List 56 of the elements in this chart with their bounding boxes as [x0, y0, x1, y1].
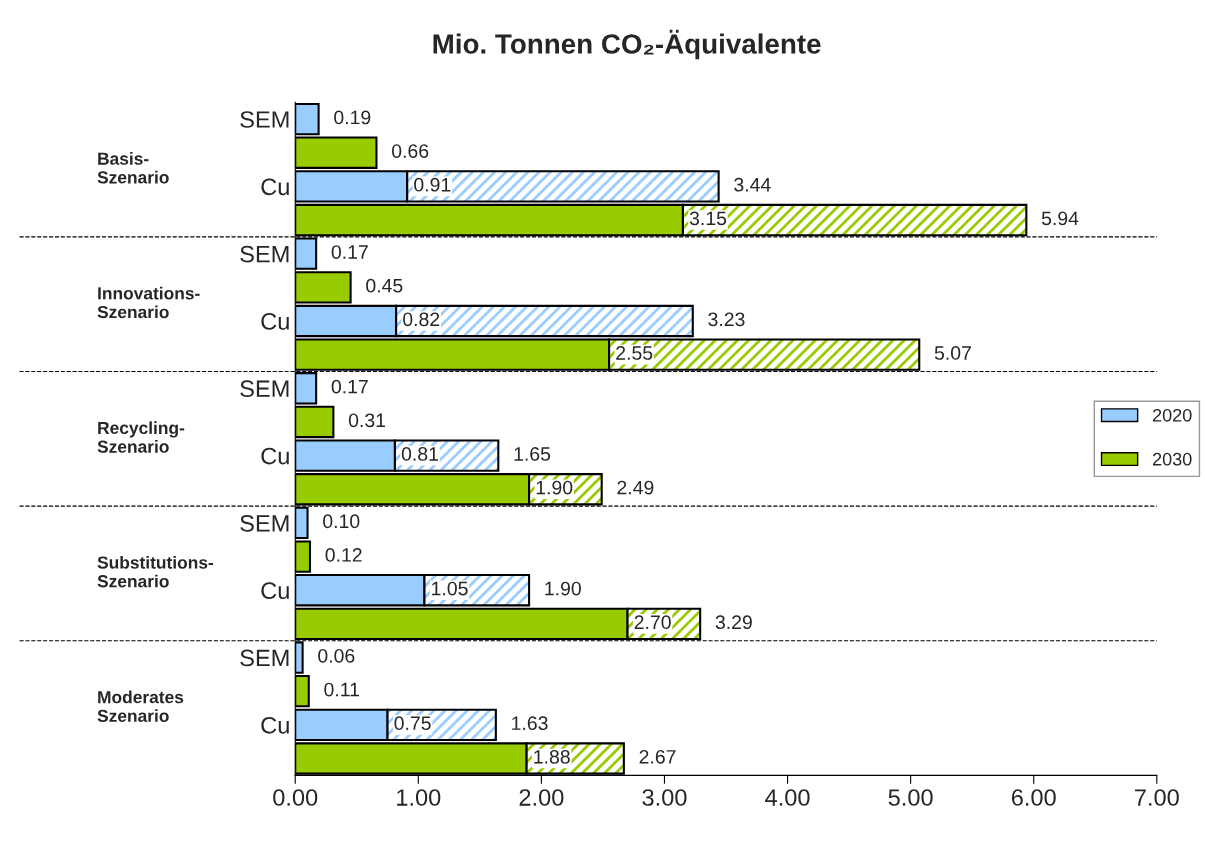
- y-tick-label: SEM: [240, 245, 289, 263]
- data-label: 3.15: [689, 211, 727, 226]
- x-tick-label: 0.00: [273, 789, 318, 806]
- x-tick-label: 3.00: [642, 789, 687, 806]
- text: Basis- Szenario: [97, 152, 169, 184]
- text: Substitutions- Szenario: [97, 555, 214, 588]
- total-label: 1.63: [512, 716, 548, 731]
- y-tick-label: SEM: [240, 649, 289, 667]
- text: Innovations- Szenario: [97, 286, 200, 319]
- y-tick-label: Cu: [261, 178, 289, 196]
- x-tick-label: 5.00: [888, 789, 933, 806]
- total-label: 0.17: [331, 379, 368, 394]
- data-label: 1.88: [534, 749, 570, 764]
- x-tick-label: 2.00: [519, 789, 564, 806]
- data-label: 0.82: [403, 312, 440, 327]
- x-tick-label: 1.00: [397, 789, 441, 806]
- text: Recycling- Szenario: [97, 421, 185, 453]
- total-label: 3.44: [734, 177, 771, 192]
- x-tick-label: 4.00: [765, 789, 810, 806]
- data-label: 1.05: [432, 581, 468, 596]
- data-label: 2.70: [634, 615, 671, 630]
- data-label: 1.90: [536, 480, 573, 495]
- data-label: 0.81: [401, 447, 438, 461]
- x-tick-label: 7.00: [1135, 789, 1179, 806]
- x-tick-label: 6.00: [1011, 789, 1056, 806]
- y-tick-label: SEM: [240, 380, 289, 398]
- text: Moderates Szenario: [97, 690, 184, 723]
- total-label: 0.06: [318, 648, 355, 663]
- total-label: 3.23: [708, 312, 745, 327]
- y-tick-label: Cu: [261, 582, 289, 600]
- data-label: 0.75: [394, 716, 431, 731]
- total-label: 0.12: [325, 548, 362, 562]
- total-label: 0.10: [323, 514, 360, 529]
- y-tick-label: SEM: [240, 514, 289, 532]
- legend-label: 2020: [1152, 408, 1192, 422]
- y-tick-label: Cu: [261, 447, 289, 465]
- total-label: 3.29: [715, 615, 752, 630]
- total-label: 5.07: [934, 346, 971, 360]
- y-tick-label: Cu: [261, 313, 289, 330]
- data-label: 0.91: [414, 177, 451, 192]
- total-label: 2.49: [617, 480, 654, 495]
- total-label: 1.65: [514, 447, 551, 461]
- legend-label: 2030: [1152, 452, 1192, 466]
- total-label: 0.17: [331, 245, 368, 259]
- data-label: 2.55: [616, 346, 653, 360]
- total-label: 0.11: [324, 682, 359, 697]
- total-label: 2.67: [639, 749, 676, 764]
- y-tick-label: SEM: [240, 111, 289, 128]
- total-label: 0.45: [366, 278, 403, 293]
- total-label: 1.90: [545, 581, 581, 596]
- total-label: 0.31: [348, 413, 386, 428]
- chart-title: Mio. Tonnen CO₂-Äquivalente: [433, 29, 821, 60]
- y-tick-label: Cu: [261, 716, 289, 734]
- total-label: 0.66: [391, 144, 429, 158]
- total-label: 0.19: [334, 110, 371, 125]
- total-label: 5.94: [1041, 211, 1079, 226]
